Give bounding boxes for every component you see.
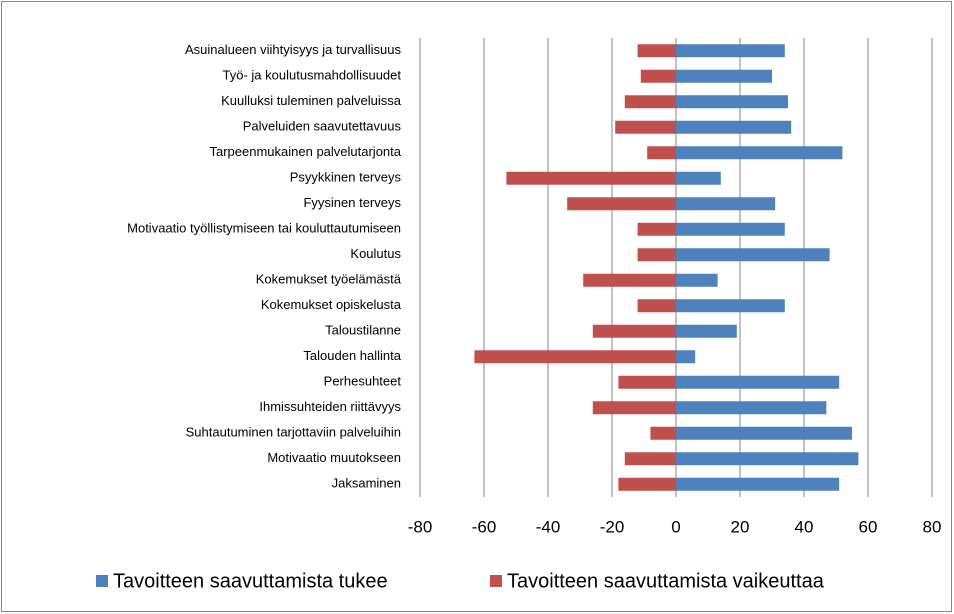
category-label: Kokemukset opiskelusta [261,297,402,312]
bar [676,95,788,109]
bar [637,299,676,313]
category-label: Koulutus [350,246,401,261]
category-label: Kokemukset työelämästä [256,272,402,287]
bar [583,273,676,287]
x-tick-label: 0 [671,517,680,536]
x-tick-label: -40 [536,517,561,536]
bar [676,69,772,83]
x-tick-label: -80 [408,517,433,536]
category-label: Talouden hallinta [303,348,401,363]
category-label: Tarpeenmukainen palvelutarjonta [209,144,401,159]
bar [637,222,676,236]
category-label: Kuulluksi tuleminen palveluissa [221,93,402,108]
bar [676,222,785,236]
legend-swatch [96,575,108,587]
bar [676,324,737,338]
x-tick-label: 20 [731,517,750,536]
bar [637,44,676,58]
bar [592,324,676,338]
bar [676,120,792,134]
legend-label: Tavoitteen saavuttamista tukee [113,570,388,592]
category-label: Palveluiden saavutettavuus [243,119,402,134]
bar [676,350,696,364]
bar [624,452,676,466]
category-label: Motivaatio muutokseen [267,450,401,465]
category-label: Taloustilanne [325,323,401,338]
bar [676,273,718,287]
bar [618,477,676,491]
bar [506,171,676,185]
bar [676,248,830,262]
bar [676,401,827,415]
bar [640,69,676,83]
category-label: Fyysinen terveys [303,195,401,210]
bar [676,197,776,211]
x-tick-label: -60 [472,517,497,536]
bar [676,299,785,313]
category-label: Jaksaminen [332,476,401,491]
bar [676,171,721,185]
bar [676,452,859,466]
bar [650,426,676,440]
bar [676,146,843,160]
bar [676,477,840,491]
bar [618,375,676,389]
x-tick-label: 60 [859,517,878,536]
bar [676,375,840,389]
bar [624,95,676,109]
category-label: Ihmissuhteiden riittävyys [259,399,401,414]
category-label: Psyykkinen terveys [290,170,402,185]
legend-swatch [490,575,502,587]
bar [647,146,676,160]
bar [676,426,852,440]
category-label: Perhesuhteet [324,374,402,389]
bar [567,197,676,211]
bar [637,248,676,262]
category-label: Asuinalueen viihtyisyys ja turvallisuus [185,42,402,57]
legend-label: Tavoitteen saavuttamista vaikeuttaa [507,570,825,592]
bar [615,120,676,134]
bar [676,44,785,58]
x-tick-label: 80 [923,517,942,536]
category-label: Motivaatio työllistymiseen tai kouluttau… [127,221,401,236]
category-label: Työ- ja koulutusmahdollisuudet [223,68,402,83]
x-tick-label: 40 [795,517,814,536]
category-label: Suhtautuminen tarjottaviin palveluihin [186,425,401,440]
bar [592,401,676,415]
x-tick-label: -20 [600,517,625,536]
bar [474,350,676,364]
